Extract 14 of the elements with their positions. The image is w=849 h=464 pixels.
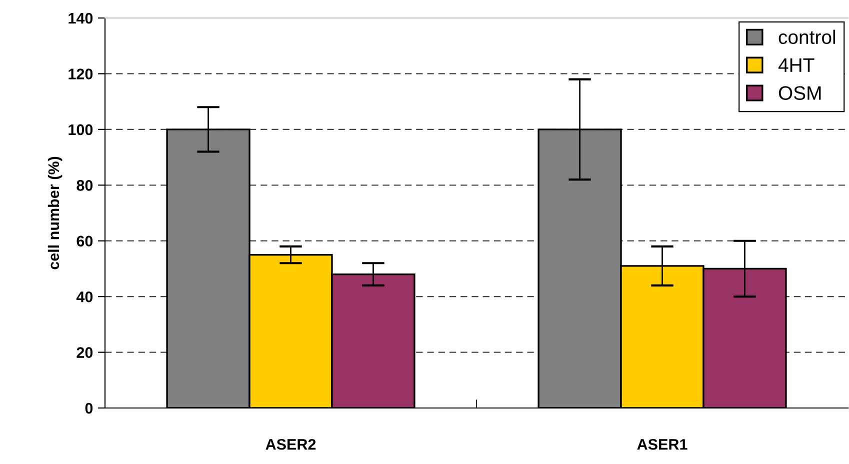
legend-label: OSM bbox=[778, 86, 821, 100]
y-tick-label: 60 bbox=[76, 236, 93, 247]
x-tick-label: ASER2 bbox=[266, 438, 316, 450]
y-tick-label: 0 bbox=[85, 402, 93, 414]
legend-label: 4HT bbox=[778, 58, 814, 72]
y-tick-label: 80 bbox=[76, 180, 93, 191]
x-tick-label: ASER1 bbox=[637, 438, 688, 450]
y-tick-label: 20 bbox=[76, 347, 93, 358]
y-tick-label: 140 bbox=[68, 12, 93, 24]
y-tick-label: 100 bbox=[68, 124, 93, 136]
y-axis-title: cell number (%) bbox=[48, 156, 62, 270]
legend-label: control bbox=[778, 30, 836, 44]
y-tick-label: 40 bbox=[76, 291, 93, 302]
y-tick-label: 120 bbox=[68, 68, 93, 80]
